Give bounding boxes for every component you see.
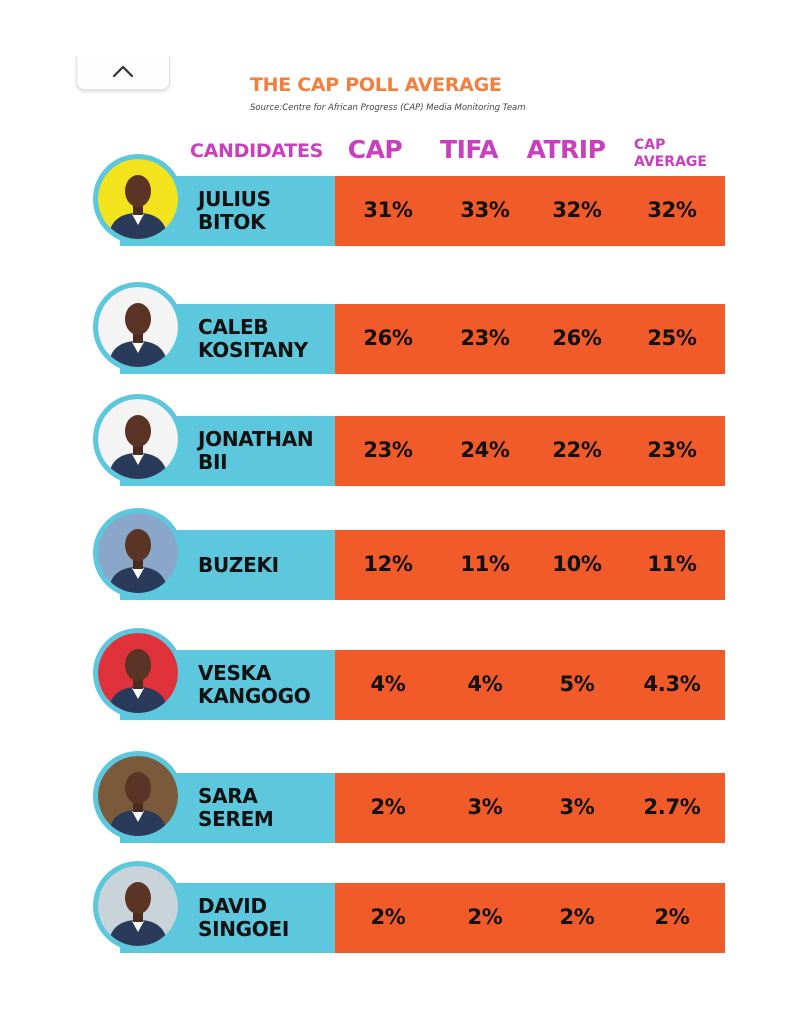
values-band [335, 416, 725, 486]
candidate-name-line2: KOSITANY [198, 338, 308, 362]
values-band [335, 650, 725, 720]
candidate-photo [93, 282, 183, 372]
value-atrip: 10% [552, 552, 602, 576]
values-band [335, 773, 725, 843]
value-cap: 2% [370, 905, 406, 929]
value-tifa: 24% [460, 438, 510, 462]
portrait-icon [98, 287, 178, 367]
candidate-name-line2: KANGOGO [198, 684, 311, 708]
candidate-photo [93, 394, 183, 484]
value-atrip: 26% [552, 326, 602, 350]
candidate-name-line1: SARA [198, 784, 258, 808]
candidate-name: JONATHAN BII [198, 416, 338, 486]
candidate-photo [93, 861, 183, 951]
value-atrip: 2% [559, 905, 595, 929]
value-avg: 32% [647, 198, 697, 222]
value-tifa: 3% [467, 795, 503, 819]
chart-source: Source:Centre for African Progress (CAP)… [250, 103, 526, 113]
candidate-name-line2: SINGOEI [198, 917, 290, 941]
header-tifa: TIFA [440, 135, 498, 164]
candidate-photo [93, 751, 183, 841]
header-cap-average: CAP AVERAGE [622, 137, 722, 171]
value-avg: 11% [647, 552, 697, 576]
value-avg: 4.3% [643, 672, 701, 696]
candidate-name: DAVID SINGOEI [198, 883, 338, 953]
header-cap-average-line2: AVERAGE [634, 154, 707, 170]
candidate-name-line2: SEREM [198, 807, 274, 831]
values-band [335, 176, 725, 246]
value-atrip: 22% [552, 438, 602, 462]
candidate-photo [93, 628, 183, 718]
candidate-name-line1: JONATHAN [198, 427, 314, 451]
candidate-photo [93, 154, 183, 244]
header-atrip: ATRIP [526, 135, 606, 164]
values-band [335, 883, 725, 953]
value-tifa: 33% [460, 198, 510, 222]
collapse-button[interactable] [76, 56, 170, 90]
candidate-name-line1: CALEB [198, 315, 269, 339]
portrait-icon [98, 159, 178, 239]
chevron-up-icon [112, 65, 134, 78]
candidate-name: BUZEKI [198, 530, 338, 600]
portrait-icon [98, 756, 178, 836]
candidate-name-line1: BUZEKI [198, 552, 279, 577]
header-cap: CAP [347, 135, 403, 164]
value-atrip: 5% [559, 672, 595, 696]
value-avg: 2.7% [643, 795, 701, 819]
chart-title: THE CAP POLL AVERAGE [250, 74, 502, 96]
portrait-icon [98, 399, 178, 479]
portrait-icon [98, 513, 178, 593]
value-cap: 12% [363, 552, 413, 576]
header-cap-average-line1: CAP [634, 137, 666, 153]
value-tifa: 4% [467, 672, 503, 696]
value-atrip: 3% [559, 795, 595, 819]
value-cap: 2% [370, 795, 406, 819]
value-avg: 25% [647, 326, 697, 350]
value-tifa: 23% [460, 326, 510, 350]
header-candidates: CANDIDATES [190, 140, 324, 162]
value-cap: 4% [370, 672, 406, 696]
value-atrip: 32% [552, 198, 602, 222]
value-avg: 23% [647, 438, 697, 462]
value-cap: 31% [363, 198, 413, 222]
candidate-name: VESKA KANGOGO [198, 650, 338, 720]
candidate-name: SARA SEREM [198, 773, 338, 843]
values-band [335, 304, 725, 374]
candidate-name-line1: JULIUS [198, 187, 271, 211]
value-tifa: 2% [467, 905, 503, 929]
candidate-name: CALEB KOSITANY [198, 304, 338, 374]
value-cap: 26% [363, 326, 413, 350]
candidate-name: JULIUS BITOK [198, 176, 338, 246]
candidate-name-line1: DAVID [198, 894, 267, 918]
candidate-name-line1: VESKA [198, 661, 272, 685]
candidate-name-line2: BII [198, 450, 228, 474]
value-avg: 2% [654, 905, 690, 929]
value-cap: 23% [363, 438, 413, 462]
value-tifa: 11% [460, 552, 510, 576]
candidate-name-line2: BITOK [198, 210, 266, 234]
candidate-photo [93, 508, 183, 598]
portrait-icon [98, 866, 178, 946]
portrait-icon [98, 633, 178, 713]
values-band [335, 530, 725, 600]
